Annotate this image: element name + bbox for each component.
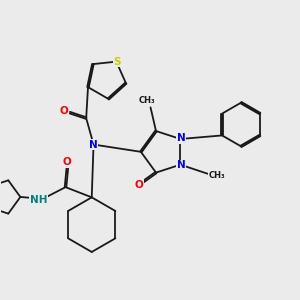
Text: NH: NH bbox=[30, 194, 47, 205]
Text: N: N bbox=[177, 160, 185, 170]
Text: CH₃: CH₃ bbox=[208, 171, 225, 180]
Text: CH₃: CH₃ bbox=[139, 96, 155, 105]
Text: N: N bbox=[177, 133, 185, 143]
Text: N: N bbox=[89, 140, 98, 149]
Text: O: O bbox=[134, 180, 143, 190]
Text: S: S bbox=[113, 57, 121, 67]
Text: O: O bbox=[63, 157, 72, 167]
Text: O: O bbox=[60, 106, 69, 116]
